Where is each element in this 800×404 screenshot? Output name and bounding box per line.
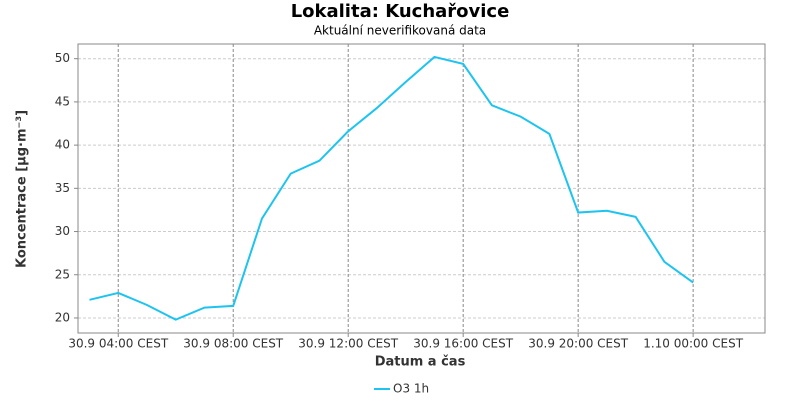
y-axis-label: Koncentrace [µg·m⁻³] bbox=[15, 110, 30, 268]
y-tick-label: 25 bbox=[55, 267, 70, 281]
data-line bbox=[89, 55, 694, 321]
x-tick-label: 30.9 16:00 CEST bbox=[413, 337, 514, 351]
x-tick-label: 30.9 04:00 CEST bbox=[68, 337, 169, 351]
legend-label: O3 1h bbox=[393, 382, 429, 396]
y-tick-label: 30 bbox=[55, 224, 70, 238]
y-tick-label: 20 bbox=[55, 310, 70, 324]
x-axis-label: Datum a čas bbox=[375, 355, 466, 370]
x-tick-label: 1.10 00:00 CEST bbox=[643, 337, 744, 351]
y-tick-label: 40 bbox=[55, 138, 70, 152]
plot-frame bbox=[77, 43, 766, 334]
x-tick-label: 30.9 20:00 CEST bbox=[528, 337, 629, 351]
y-tick-label: 50 bbox=[55, 51, 70, 65]
y-tick-label: 45 bbox=[55, 94, 70, 108]
x-tick-label: 30.9 08:00 CEST bbox=[183, 337, 284, 351]
x-tick-label: 30.9 12:00 CEST bbox=[298, 337, 399, 351]
chart-subtitle: Aktuální neverifikovaná data bbox=[314, 24, 486, 38]
chart-title: Lokalita: Kuchařovice bbox=[291, 1, 510, 22]
y-tick-label: 35 bbox=[55, 181, 70, 195]
